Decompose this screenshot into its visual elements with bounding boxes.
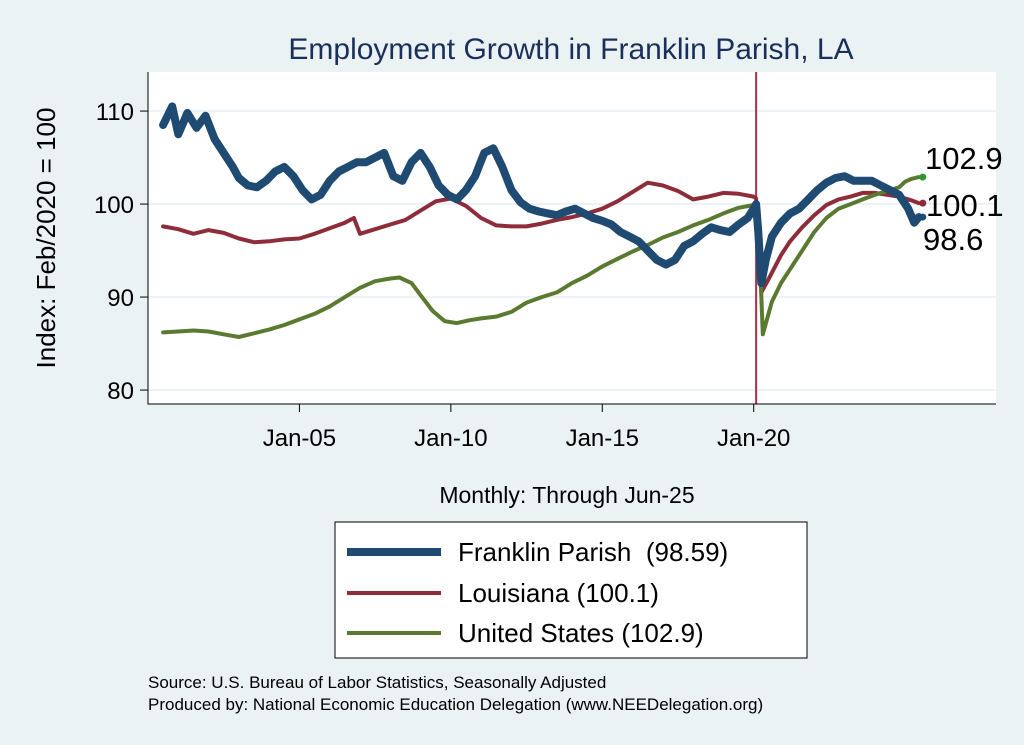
producer-note: Produced by: National Economic Education… [148,695,763,714]
series-line-united-states [161,175,921,339]
legend-label-us: United States (102.9) [458,618,704,648]
x-tick-label: Jan-10 [414,425,487,452]
x-tick-label: Jan-05 [263,425,336,452]
x-axis: Jan-05 Jan-10 Jan-15 Jan-20 [263,404,790,452]
end-label-united-states: 102.9 [925,141,1003,176]
x-axis-label: Monthly: Through Jun-25 [439,482,694,508]
legend-box [334,521,808,659]
source-note: Source: U.S. Bureau of Labor Statistics,… [148,673,606,692]
y-tick-label: 100 [94,192,134,219]
end-marker-louisiana [919,199,927,207]
end-markers [919,173,927,221]
legend-label-franklin: Franklin Parish (98.59) [458,537,728,567]
end-marker-franklin-parish [919,213,927,221]
end-marker-united-states [919,173,927,181]
x-tick-label: Jan-20 [717,425,790,452]
end-label-louisiana: 100.1 [926,188,1004,223]
legend: Franklin Parish (98.59) Louisiana (100.1… [334,521,808,659]
gridlines [148,110,996,391]
plot-area [148,72,996,404]
axes [147,72,996,405]
y-axis: 80 90 100 110 [94,99,148,405]
end-label-franklin-parish: 98.6 [923,222,983,257]
y-tick-label: 80 [107,378,134,405]
x-tick-label: Jan-15 [566,425,639,452]
y-tick-label: 110 [96,99,134,126]
legend-label-louisiana: Louisiana (100.1) [458,578,659,608]
series-line-franklin-parish [159,102,923,288]
y-tick-label: 90 [107,285,134,312]
series-lines [159,102,923,339]
y-axis-label: Index: Feb/2020 = 100 [31,108,61,369]
chart-title: Employment Growth in Franklin Parish, LA [288,33,853,66]
